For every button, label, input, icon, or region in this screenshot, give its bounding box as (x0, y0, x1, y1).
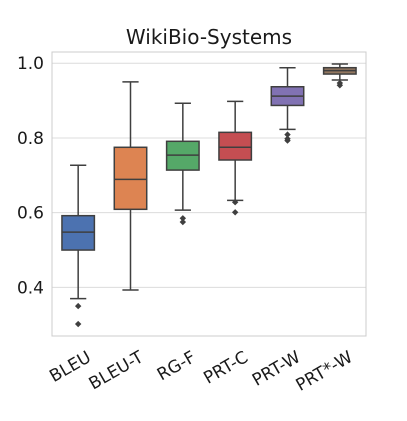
x-category-label: PRT*-W (293, 347, 357, 395)
y-axis-tick-labels: 0.4 0.6 0.8 1.0 (17, 54, 44, 298)
x-category-label: PRT-C (200, 347, 251, 388)
x-category-label: RG-F (154, 347, 199, 385)
outlier-point (74, 302, 82, 310)
box-series (61, 63, 357, 328)
box-body (113, 146, 148, 211)
grid-lines (52, 62, 366, 288)
box-body (218, 131, 253, 161)
outlier-point (284, 137, 291, 144)
box-5 (270, 66, 305, 144)
x-category-label: BLEU-T (86, 347, 148, 394)
box-4 (218, 100, 253, 216)
outlier-point (231, 199, 239, 206)
outlier-point (179, 218, 187, 226)
chart-title: WikiBio-Systems (126, 25, 292, 49)
outlier-point (74, 320, 82, 328)
outlier-point (179, 215, 187, 222)
outlier-point (336, 82, 344, 89)
y-tick-label: 0.4 (17, 278, 44, 298)
plot-area-frame (51, 51, 367, 337)
outlier-point (231, 209, 239, 216)
y-tick-label: 0.6 (17, 204, 44, 224)
box-3 (165, 102, 200, 226)
box-2 (113, 81, 148, 291)
outlier-point (284, 131, 291, 138)
y-tick-label: 1.0 (17, 54, 44, 74)
box-1 (61, 164, 96, 328)
y-tick-label: 0.8 (17, 129, 44, 149)
box-6 (322, 63, 357, 89)
